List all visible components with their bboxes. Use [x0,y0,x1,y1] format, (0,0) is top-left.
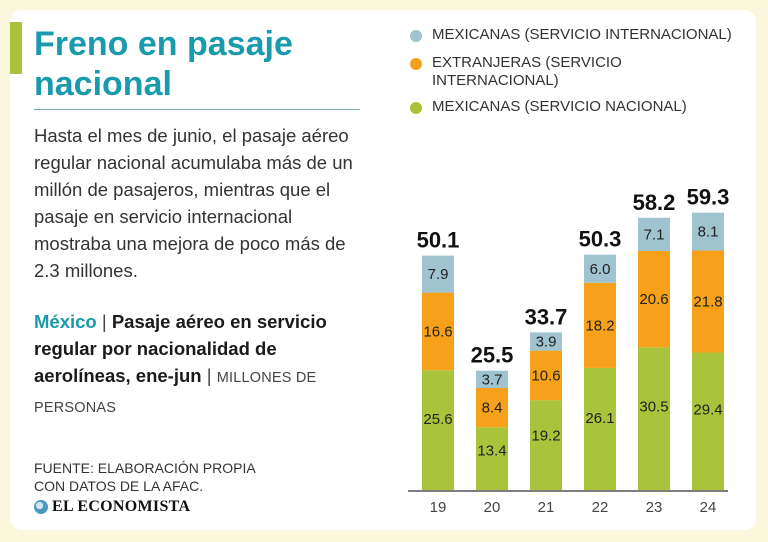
x-tick-label: 19 [430,499,447,516]
segment-value-label: 7.1 [644,226,665,243]
globe-icon [34,500,48,514]
bar-segment [530,350,562,401]
x-tick-label: 23 [646,499,663,516]
legend-swatch [410,30,422,42]
segment-value-label: 3.9 [536,333,557,350]
bar-segment [584,367,616,490]
bar-total-label: 50.3 [579,227,622,252]
bar-segment [584,254,616,283]
segment-value-label: 30.5 [639,399,668,416]
bar-segment [476,388,508,428]
title-accent-bar [10,22,22,74]
brand-logo: EL ECONOMISTA [34,497,190,517]
legend-swatch [410,102,422,114]
x-tick-label: 24 [700,499,717,516]
segment-value-label: 6.0 [590,261,611,278]
bar-segment [422,292,454,371]
bar-segment [638,347,670,490]
source-note: FUENTE: ELABORACIÓN PROPIA CON DATOS DE … [34,460,255,494]
bar-segment [530,400,562,490]
segment-value-label: 21.8 [693,294,722,311]
segment-value-label: 8.1 [698,224,719,241]
segment-value-label: 18.2 [585,317,614,334]
chart-canvas: 25.6 16.6 7.9 50.1 19 13.4 8.4 3.7 25.5 20 19.2 10.… [408,185,730,516]
segment-value-label: 19.2 [531,428,560,445]
subtitle-heading: Pasaje aéreo en servicio regular por nac… [34,311,327,386]
chart-subtitle: México | Pasaje aéreo en servicio regula… [34,308,364,422]
bar-segment [476,427,508,490]
bar-segment [638,250,670,348]
bar-segment [584,282,616,368]
segment-value-label: 3.7 [482,371,503,388]
chart-legend: MEXICANAS (SERVICIO INTERNACIONAL) EXTRA… [410,26,740,126]
x-tick-label: 20 [484,499,501,516]
bar-total-label: 25.5 [471,343,514,368]
lede-paragraph: Hasta el mes de junio, el pasaje aéreo r… [34,125,353,281]
subtitle-country: México [34,311,97,332]
legend-label: MEXICANAS (SERVICIO NACIONAL) [432,98,687,115]
page-title: Freno en pasaje nacional [34,25,293,103]
x-tick-label: 22 [592,499,609,516]
bar-total-label: 33.7 [525,304,568,329]
bar-segment [692,250,724,353]
legend-swatch [410,58,422,70]
segment-value-label: 8.4 [482,400,503,417]
bar-total-label: 50.1 [417,228,460,253]
bar-total-label: 58.2 [633,190,676,215]
x-tick-label: 21 [538,499,555,516]
bar-segment [530,332,562,351]
segment-value-label: 7.9 [428,266,449,283]
subtitle-separator-2: | [206,365,212,386]
bar-total-label: 59.3 [687,185,730,210]
segment-value-label: 13.4 [477,443,506,460]
legend-item-mex-internacional: MEXICANAS (SERVICIO INTERNACIONAL) [410,26,740,44]
infographic-card [10,10,756,530]
segment-value-label: 29.4 [693,401,722,418]
bar-segment [692,212,724,251]
legend-item-mex-nacional: MEXICANAS (SERVICIO NACIONAL) [410,98,740,116]
bar-segment [692,352,724,490]
legend-item-extranjeras: EXTRANJERAS (SERVICIO INTERNACIONAL) [410,54,740,90]
bar-segment [422,255,454,293]
segment-value-label: 16.6 [423,323,452,340]
segment-value-label: 25.6 [423,411,452,428]
subtitle-unit: MILLONES DE PERSONAS [34,370,317,416]
bar-segment [638,217,670,251]
brand-name: EL ECONOMISTA [52,498,191,515]
legend-label: EXTRANJERAS (SERVICIO INTERNACIONAL) [432,54,622,89]
segment-value-label: 10.6 [531,367,560,384]
bar-segment [422,370,454,490]
segment-value-label: 26.1 [585,410,614,427]
bar-segment [476,370,508,389]
legend-label: MEXICANAS (SERVICIO INTERNACIONAL) [432,26,732,43]
title-divider [34,109,360,110]
segment-value-label: 20.6 [639,291,668,308]
stacked-bar-chart: 25.6 16.6 7.9 50.1 19 13.4 8.4 3.7 25.5 20 19.2 10.… [400,166,740,521]
subtitle-separator: | [101,311,107,332]
